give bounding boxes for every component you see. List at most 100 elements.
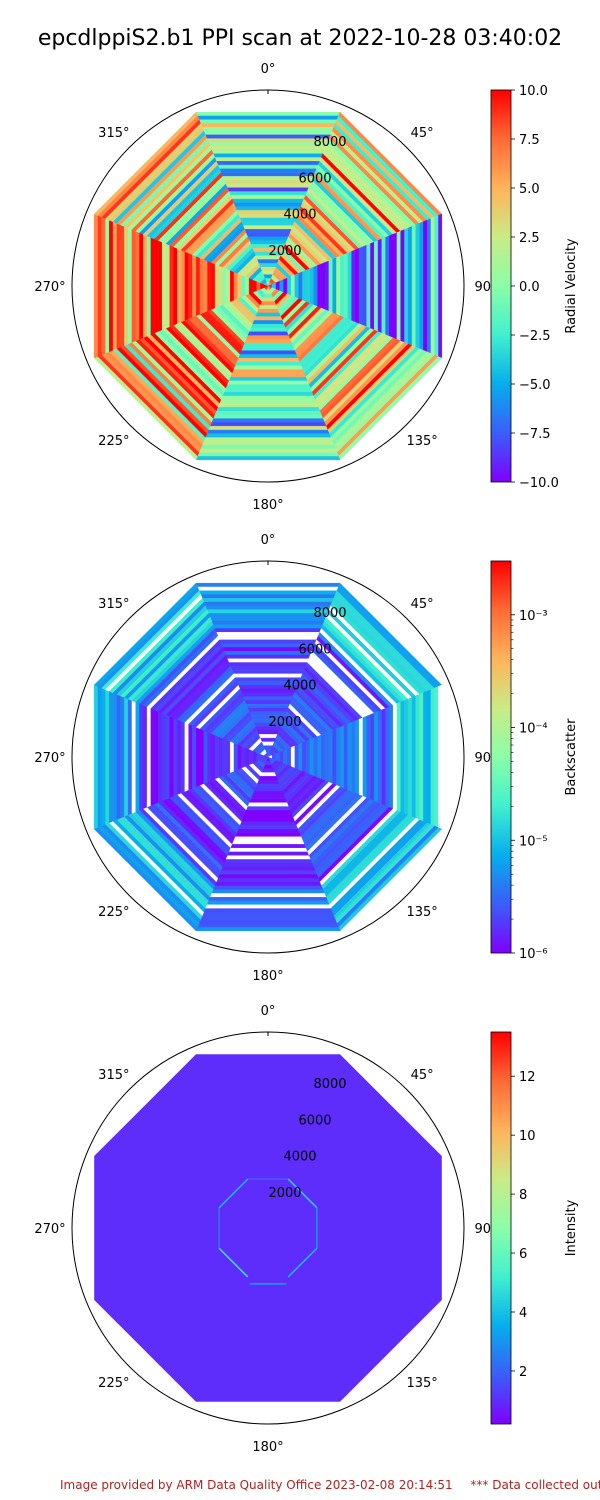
ppi-gate [93, 684, 99, 830]
range-tick-label: 8000 [313, 1077, 346, 1092]
ppi-gate [248, 277, 254, 295]
ppi-gate [222, 391, 314, 396]
angle-tick-label: 135° [406, 1376, 437, 1391]
ppi-gate [154, 238, 159, 334]
ppi-gate [143, 234, 148, 338]
ppi-highlight-segment [218, 1178, 249, 1209]
ppi-gate [201, 911, 335, 916]
ppi-gate [242, 225, 294, 230]
ppi-gate [205, 433, 331, 438]
ppi-gate [234, 361, 302, 366]
angle-tick-label: 225° [98, 1376, 129, 1391]
colorbar-tick-label: 5.0 [519, 182, 540, 197]
ppi-gate [198, 590, 338, 595]
ppi-gate [247, 331, 289, 336]
ppi-gate [301, 270, 306, 302]
ppi-gate [207, 260, 212, 312]
ppi-gate [309, 737, 314, 777]
ppi-gate [407, 226, 412, 346]
ppi-gate [350, 249, 356, 323]
ppi-gate [211, 889, 325, 894]
ppi-gate [200, 123, 336, 128]
ppi-gate [339, 254, 344, 318]
ppi-gate [320, 262, 325, 310]
ppi-gate [209, 145, 327, 151]
ppi-gate [226, 268, 231, 304]
ppi-gate [252, 319, 284, 324]
ppi-gate [105, 689, 110, 825]
ppi-gate [203, 436, 333, 442]
ppi-gate [298, 271, 303, 301]
ppi-gate [124, 697, 129, 817]
ppi-gate [384, 235, 390, 337]
angle-tick-label: 0° [261, 533, 276, 548]
ppi-gate [222, 737, 227, 777]
range-tick-label: 4000 [283, 1150, 316, 1165]
ppi-gate [217, 402, 319, 408]
ppi-gate [426, 218, 431, 354]
angle-tick-label: 0° [261, 1004, 276, 1019]
ppi-gate [195, 582, 341, 588]
ppi-gate [165, 243, 170, 329]
ppi-gate [434, 215, 439, 357]
colorbar-tick-label: −2.5 [519, 329, 551, 344]
angle-tick-label: 270° [34, 751, 65, 766]
angle-tick-label: 135° [406, 905, 437, 920]
ppi-gate [227, 380, 309, 385]
ppi-gate [392, 232, 397, 340]
range-tick-label: 2000 [268, 715, 301, 730]
page-title: epcdlppiS2.b1 PPI scan at 2022-10-28 03:… [37, 26, 563, 51]
ppi-gate [236, 828, 300, 833]
ppi-gate [255, 312, 281, 317]
ppi-gate [203, 730, 208, 784]
angle-tick-label: 45° [411, 1068, 434, 1083]
colorbar-tick-label: −5.0 [519, 378, 551, 393]
ppi-gate [248, 748, 254, 766]
ppi-gate [245, 276, 250, 296]
angle-tick-label: 225° [98, 905, 129, 920]
ppi-highlight-segment [218, 1247, 249, 1278]
ppi-gate [373, 711, 378, 803]
ppi-gate [335, 726, 341, 788]
ppi-gate [290, 745, 295, 769]
ppi-gate [261, 768, 275, 773]
ppi-gate [366, 243, 371, 329]
ppi-gate [195, 255, 201, 317]
ppi-gate [206, 609, 330, 614]
ppi-gate [109, 219, 114, 353]
ppi-gate [358, 717, 363, 797]
ppi-gate [214, 734, 220, 780]
ppi-gate [242, 696, 294, 701]
ppi-gate [228, 191, 308, 196]
ppi-gate [216, 632, 320, 637]
ppi-gate [411, 695, 416, 819]
ppi-gate [227, 851, 309, 856]
ppi-gate [200, 444, 336, 449]
ppi-gate [228, 662, 308, 667]
ppi-gate [200, 915, 336, 920]
angle-tick-label: 270° [34, 1222, 65, 1237]
ppi-gate [324, 260, 329, 312]
ppi-gate [127, 227, 133, 345]
ppi-gate [316, 263, 322, 309]
ppi-gate [237, 744, 242, 770]
range-tick-label: 6000 [298, 642, 331, 657]
ppi-gate [230, 270, 235, 302]
ppi-gate [242, 342, 294, 347]
ppi-gate [208, 142, 328, 147]
ppi-gate [217, 635, 319, 641]
ppi-gate [418, 692, 424, 822]
ppi-gate [362, 716, 367, 798]
ppi-gate [135, 701, 140, 813]
ppi-gate [208, 896, 328, 901]
ppi-gate [253, 787, 283, 792]
ppi-gate [290, 274, 295, 298]
ppi-gate [437, 213, 443, 359]
ppi-gate [203, 907, 333, 913]
panel-backscatter: 0°45°90°135°180°225°270°315°200040006000… [34, 533, 579, 984]
ppi-gate [347, 722, 352, 792]
ppi-gate [214, 881, 322, 886]
ppi-gate [233, 742, 238, 772]
angle-tick-label: 45° [411, 597, 434, 612]
ppi-gate [127, 698, 133, 816]
